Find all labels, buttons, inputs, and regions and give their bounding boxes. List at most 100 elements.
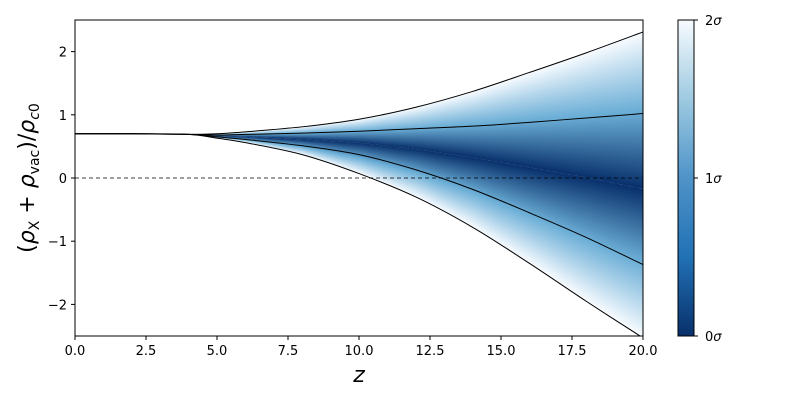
band-strip-upper <box>551 64 554 172</box>
band-strip-lower <box>259 137 262 146</box>
band-strip-lower <box>497 162 500 243</box>
x-tick-label: 12.5 <box>416 344 445 359</box>
band-strip-upper <box>611 43 614 183</box>
band-strip-lower <box>357 142 360 173</box>
band-strip-lower <box>309 139 312 157</box>
band-strip-lower <box>453 154 456 217</box>
band-strip-lower <box>303 139 306 155</box>
band-strip-upper <box>617 41 620 184</box>
band-strip-lower <box>475 158 478 229</box>
band-strip-lower <box>579 176 582 297</box>
band-strip-lower <box>637 187 640 335</box>
band-strip-lower <box>581 176 584 298</box>
band-strip-lower <box>481 159 484 233</box>
band-strip-lower <box>393 146 396 188</box>
band-strip-lower <box>593 179 596 306</box>
band-strip-lower <box>455 155 458 218</box>
band-strip-upper <box>543 67 546 171</box>
band-strip-upper <box>519 75 522 166</box>
band-strip-upper <box>513 77 516 165</box>
band-strip-upper <box>581 54 584 177</box>
band-strip-upper <box>559 62 562 173</box>
band-strip-lower <box>359 142 362 174</box>
band-strip-upper <box>627 37 630 186</box>
band-strip-upper <box>595 49 598 180</box>
band-strip-lower <box>469 157 472 226</box>
band-strip-upper <box>591 51 594 179</box>
band-strip-lower <box>491 160 494 240</box>
band-strip-upper <box>597 48 600 180</box>
band-strip-lower <box>505 163 508 248</box>
y-tick-label: −2 <box>48 298 67 313</box>
band-strip-lower <box>273 138 276 149</box>
band-strip-lower <box>425 150 428 202</box>
band-strip-upper <box>429 103 432 152</box>
band-strip-lower <box>479 158 482 232</box>
band-strip-upper <box>471 91 474 158</box>
band-strip-upper <box>441 100 444 154</box>
band-strip-lower <box>343 141 346 169</box>
band-strip-upper <box>473 91 476 158</box>
band-strip-lower <box>503 163 506 247</box>
band-strip-upper <box>549 65 552 172</box>
band-strip-upper <box>633 35 636 188</box>
band-strip-lower <box>287 138 290 152</box>
band-strip-lower <box>429 151 432 205</box>
band-strip-lower <box>299 139 302 154</box>
band-strip-upper <box>529 72 532 168</box>
band-strip-upper <box>587 52 590 178</box>
band-strip-lower <box>555 172 558 281</box>
band-strip-upper <box>607 45 610 182</box>
band-strip-lower <box>493 161 496 241</box>
band-strip-upper <box>437 101 440 153</box>
band-strip-lower <box>523 166 526 260</box>
band-strip-upper <box>439 100 442 153</box>
band-strip-lower <box>387 146 390 186</box>
band-strip-lower <box>361 143 364 175</box>
band-strip-lower <box>279 138 282 150</box>
band-strip-lower <box>527 167 530 262</box>
band-strip-upper <box>469 92 472 158</box>
band-strip-lower <box>399 147 402 191</box>
band-strip-upper <box>451 97 454 155</box>
band-strip-upper <box>641 32 643 189</box>
band-strip-lower <box>605 181 608 314</box>
band-strip-lower <box>635 187 638 333</box>
x-tick-label: 17.5 <box>558 344 587 359</box>
band-strip-lower <box>403 147 406 192</box>
band-strip-lower <box>265 137 268 147</box>
band-strip-upper <box>615 42 618 184</box>
band-strip-upper <box>423 105 426 151</box>
band-strip-lower <box>533 168 536 266</box>
band-strip-upper <box>523 74 526 167</box>
band-strip-upper <box>505 80 508 164</box>
band-strip-upper <box>435 101 438 153</box>
band-strip-lower <box>439 152 442 210</box>
colorbar-tick-label: 1σ <box>705 172 722 187</box>
band-strip-lower <box>347 142 350 170</box>
y-tick-label: 2 <box>59 46 67 61</box>
colorbar-ticks: 0σ 1σ 2σ <box>694 14 722 345</box>
band-strip-upper <box>573 57 576 176</box>
band-strip-lower <box>323 140 326 162</box>
band-strip-lower <box>339 141 342 167</box>
band-strip-lower <box>559 172 562 284</box>
band-strip-upper <box>481 88 484 160</box>
band-strip-lower <box>315 140 318 159</box>
band-strip-upper <box>537 69 540 169</box>
band-strip-lower <box>539 169 542 270</box>
band-strip-lower <box>449 154 452 215</box>
band-strip-upper <box>605 45 608 182</box>
band-strip-lower <box>365 143 368 177</box>
band-strip-lower <box>543 170 546 273</box>
band-strip-lower <box>473 157 476 228</box>
band-strip-lower <box>603 181 606 313</box>
band-strip-lower <box>367 143 370 177</box>
x-tick-label: 7.5 <box>278 344 299 359</box>
band-strip-lower <box>363 143 366 176</box>
band-strip-upper <box>609 44 612 183</box>
band-strip-lower <box>271 138 274 149</box>
band-strip-upper <box>487 86 490 161</box>
y-tick-label: 0 <box>59 172 67 187</box>
